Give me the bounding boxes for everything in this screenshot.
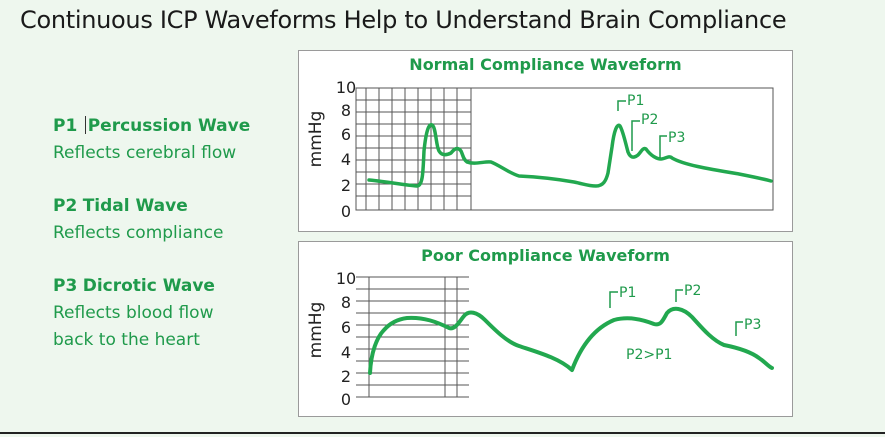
- legend-p3: P3 Dicrotic Wave Reflects blood flow bac…: [53, 273, 215, 354]
- poor-ylabel: mmHg: [306, 302, 326, 359]
- normal-peak-p1: P1: [627, 93, 644, 109]
- poor-peak-p1: P1: [619, 285, 636, 301]
- normal-peak-p3: P3: [668, 130, 685, 146]
- poor-compliance-panel: Poor Compliance Waveform mmHg 0 2 4 6 8 …: [298, 241, 793, 417]
- poor-peak-p2: P2: [684, 283, 701, 299]
- normal-ytick-8: 8: [341, 101, 351, 120]
- poor-ytick-6: 6: [341, 318, 351, 337]
- normal-plot-frame: [355, 87, 774, 211]
- normal-waveform: [367, 122, 773, 188]
- poor-ytick-10: 10: [336, 269, 356, 288]
- legend-p1-name: P1: [53, 116, 78, 136]
- normal-waveform-plot: mmHg 0 2 4 6 8 10 P1 P2: [306, 78, 774, 221]
- legend-p3-desc-2: back to the heart: [53, 330, 200, 350]
- legend-p2-label: Tidal Wave: [82, 196, 188, 216]
- poor-ytick-8: 8: [341, 293, 351, 312]
- normal-peak-labels: P1 P2 P3: [617, 93, 685, 158]
- poor-yticks: 0 2 4 6 8 10: [336, 269, 356, 409]
- legend-p2-desc: Reflects compliance: [53, 223, 224, 243]
- legend-p2: P2 Tidal Wave Reflects compliance: [53, 193, 224, 247]
- legend-p3-label: Dicrotic Wave: [82, 276, 215, 296]
- normal-panel-title: Normal Compliance Waveform: [409, 55, 682, 74]
- poor-waveform: [368, 306, 774, 375]
- legend-p3-desc-1: Reflects blood flow: [53, 303, 214, 323]
- poor-ytick-4: 4: [341, 343, 351, 362]
- page-title: Continuous ICP Waveforms Help to Underst…: [20, 6, 787, 34]
- bottom-divider: [0, 432, 885, 434]
- normal-yticks: 0 2 4 6 8 10: [336, 78, 356, 221]
- normal-ylabel: mmHg: [306, 111, 326, 168]
- normal-grid: [356, 88, 472, 210]
- normal-ytick-6: 6: [341, 125, 351, 144]
- normal-compliance-panel: Normal Compliance Waveform mmHg 0 2 4 6 …: [298, 50, 793, 232]
- poor-ytick-2: 2: [341, 367, 351, 386]
- legend-p1: P1 Percussion Wave Reflects cerebral flo…: [53, 113, 250, 167]
- legend-p2-name: P2: [53, 196, 78, 216]
- normal-ytick-4: 4: [341, 150, 351, 169]
- normal-ytick-0: 0: [341, 202, 351, 221]
- poor-note: P2>P1: [626, 347, 672, 363]
- poor-ytick-0: 0: [341, 390, 351, 409]
- poor-grid: [356, 276, 469, 398]
- cursor-mark: [84, 116, 86, 134]
- legend-p1-desc: Reflects cerebral flow: [53, 143, 237, 163]
- normal-ytick-10: 10: [336, 78, 356, 97]
- normal-peak-p2: P2: [641, 112, 658, 128]
- legend-p3-name: P3: [53, 276, 78, 296]
- poor-panel-title: Poor Compliance Waveform: [421, 246, 670, 265]
- poor-peak-p3: P3: [744, 317, 761, 333]
- poor-peak-labels: P1 P2 P3 P2>P1: [609, 283, 761, 363]
- poor-waveform-plot: mmHg 0 2 4 6 8 10 P1 P2 P3 P2>P1: [306, 269, 774, 409]
- normal-ytick-2: 2: [341, 176, 351, 195]
- legend-p1-label: Percussion Wave: [87, 116, 251, 136]
